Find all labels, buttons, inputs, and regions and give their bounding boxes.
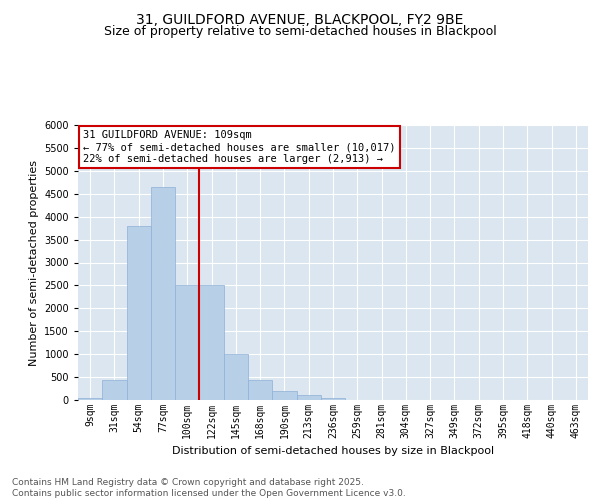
Text: Contains HM Land Registry data © Crown copyright and database right 2025.
Contai: Contains HM Land Registry data © Crown c… xyxy=(12,478,406,498)
Bar xyxy=(321,398,345,400)
Bar xyxy=(78,398,102,400)
Text: 31 GUILDFORD AVENUE: 109sqm
← 77% of semi-detached houses are smaller (10,017)
2: 31 GUILDFORD AVENUE: 109sqm ← 77% of sem… xyxy=(83,130,395,164)
Bar xyxy=(199,286,224,400)
Bar xyxy=(224,354,248,400)
Bar xyxy=(175,286,199,400)
Text: Size of property relative to semi-detached houses in Blackpool: Size of property relative to semi-detach… xyxy=(104,25,496,38)
Bar xyxy=(151,187,175,400)
Bar xyxy=(272,391,296,400)
Bar xyxy=(102,380,127,400)
Bar xyxy=(296,395,321,400)
Text: 31, GUILDFORD AVENUE, BLACKPOOL, FY2 9BE: 31, GUILDFORD AVENUE, BLACKPOOL, FY2 9BE xyxy=(136,12,464,26)
X-axis label: Distribution of semi-detached houses by size in Blackpool: Distribution of semi-detached houses by … xyxy=(172,446,494,456)
Bar xyxy=(127,226,151,400)
Y-axis label: Number of semi-detached properties: Number of semi-detached properties xyxy=(29,160,38,366)
Bar xyxy=(248,380,272,400)
